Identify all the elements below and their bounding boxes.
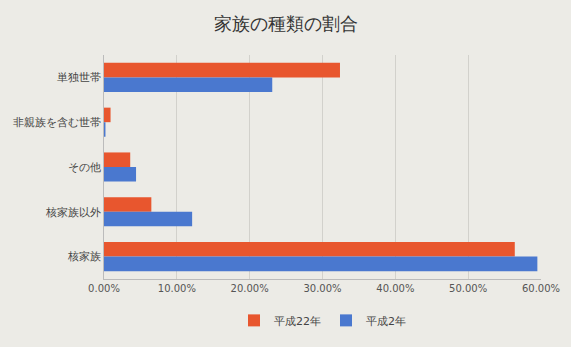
svg-text:核家族: 核家族 — [67, 250, 101, 263]
svg-text:平成2年: 平成2年 — [366, 315, 406, 328]
svg-text:30.00%: 30.00% — [303, 283, 341, 294]
svg-text:20.00%: 20.00% — [231, 283, 269, 294]
svg-text:50.00%: 50.00% — [449, 283, 487, 294]
svg-text:家族の種類の割合: 家族の種類の割合 — [214, 13, 358, 34]
svg-text:平成22年: 平成22年 — [274, 315, 321, 328]
svg-text:その他: その他 — [68, 161, 101, 174]
svg-text:0.00%: 0.00% — [88, 283, 120, 294]
svg-text:10.00%: 10.00% — [158, 283, 196, 294]
svg-text:非親族を含む世帯: 非親族を含む世帯 — [13, 116, 101, 129]
svg-text:単独世帯: 単独世帯 — [57, 71, 101, 84]
svg-text:40.00%: 40.00% — [376, 283, 414, 294]
svg-text:核家族以外: 核家族以外 — [45, 206, 101, 219]
svg-text:60.00%: 60.00% — [522, 283, 560, 294]
